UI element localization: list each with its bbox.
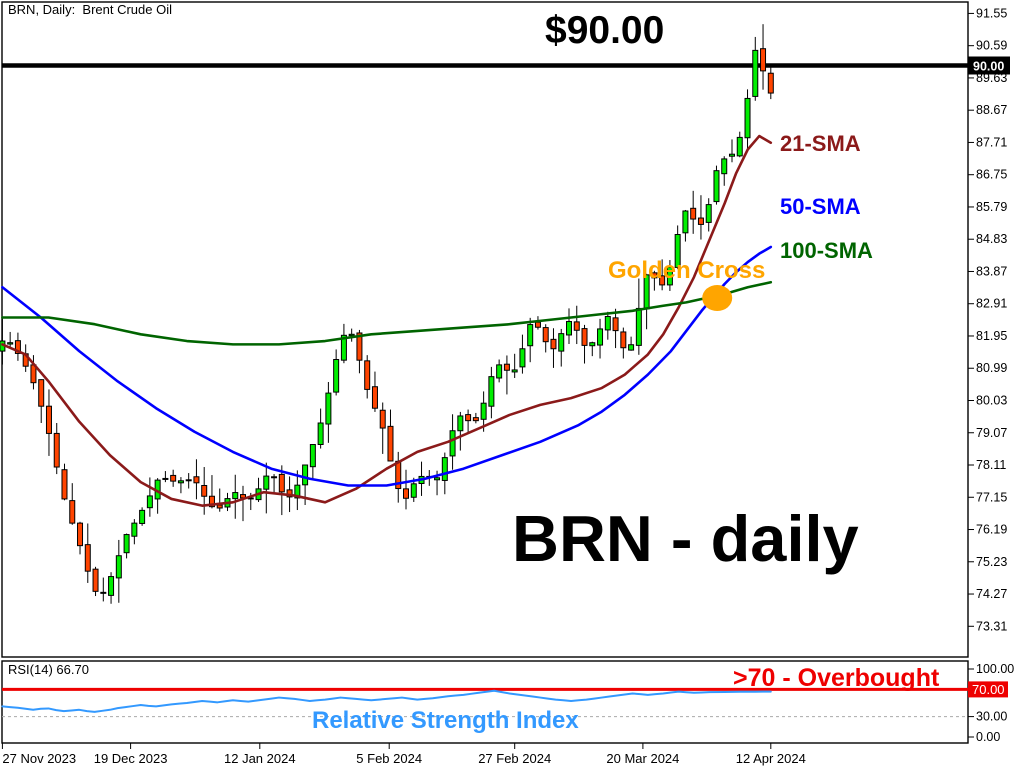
svg-text:74.27: 74.27 [976,587,1007,601]
svg-text:50-SMA: 50-SMA [780,194,861,219]
svg-text:>70 - Overbought: >70 - Overbought [733,664,940,692]
svg-text:85.79: 85.79 [976,200,1007,214]
svg-text:0.00: 0.00 [976,730,1000,744]
svg-text:77.15: 77.15 [976,490,1007,504]
svg-text:87.71: 87.71 [976,135,1007,149]
svg-text:Golden Cross: Golden Cross [608,257,765,284]
svg-text:RSI(14) 66.70: RSI(14) 66.70 [8,662,89,677]
svg-text:84.83: 84.83 [976,232,1007,246]
svg-text:86.75: 86.75 [976,168,1007,182]
svg-text:21-SMA: 21-SMA [780,131,861,156]
svg-text:80.03: 80.03 [976,393,1007,407]
svg-text:BRN, Daily: Brent Crude Oil: BRN, Daily: Brent Crude Oil [8,2,172,17]
svg-text:73.31: 73.31 [976,619,1007,633]
svg-text:88.67: 88.67 [976,103,1007,117]
svg-text:75.23: 75.23 [976,555,1007,569]
svg-text:91.55: 91.55 [976,6,1007,20]
svg-text:20 Mar 2024: 20 Mar 2024 [606,751,679,766]
svg-text:90.00: 90.00 [973,60,1004,74]
svg-text:12 Jan 2024: 12 Jan 2024 [224,751,296,766]
svg-text:12 Apr 2024: 12 Apr 2024 [736,751,806,766]
svg-text:27 Feb 2024: 27 Feb 2024 [478,751,551,766]
svg-text:70.00: 70.00 [972,682,1005,697]
svg-text:100.00: 100.00 [976,662,1014,676]
svg-text:82.91: 82.91 [976,297,1007,311]
svg-text:27 Nov 2023: 27 Nov 2023 [2,751,76,766]
svg-text:76.19: 76.19 [976,523,1007,537]
svg-text:$90.00: $90.00 [545,9,664,52]
svg-text:79.07: 79.07 [976,426,1007,440]
svg-text:Relative Strength Index: Relative Strength Index [312,707,579,734]
svg-text:BRN - daily: BRN - daily [512,502,859,575]
svg-text:19 Dec 2023: 19 Dec 2023 [94,751,168,766]
svg-text:100-SMA: 100-SMA [780,238,873,263]
svg-text:80.99: 80.99 [976,361,1007,375]
svg-text:30.00: 30.00 [976,710,1007,724]
svg-text:90.59: 90.59 [976,39,1007,53]
svg-text:5 Feb 2024: 5 Feb 2024 [356,751,422,766]
svg-text:78.11: 78.11 [976,458,1006,472]
svg-text:83.87: 83.87 [976,264,1007,278]
svg-text:81.95: 81.95 [976,329,1007,343]
